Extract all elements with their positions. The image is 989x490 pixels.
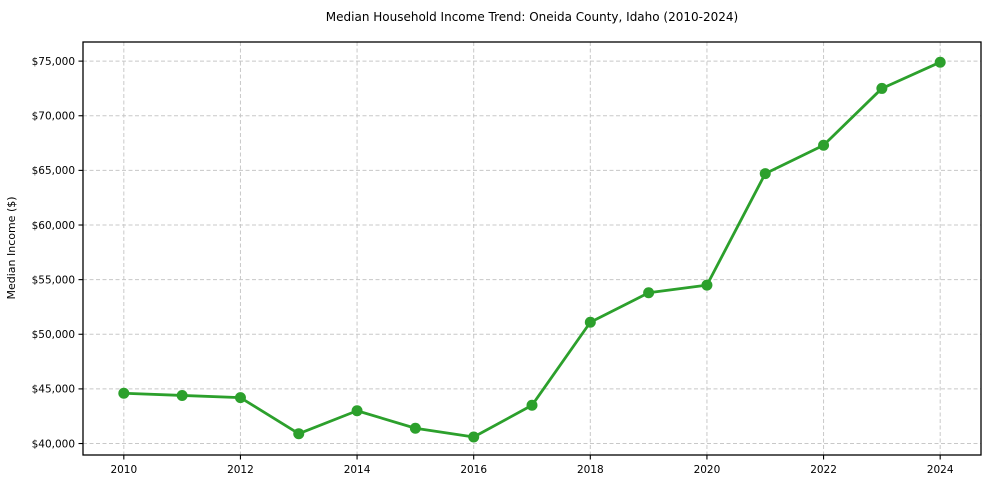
x-tick-label: 2012 bbox=[227, 464, 254, 476]
axes-layer: 2010 2012 2014 2016 2018 2020 2022 2024 $40,000 $… bbox=[32, 41, 982, 476]
y-tick-label: $55,000 bbox=[32, 274, 75, 286]
data-point bbox=[234, 392, 246, 404]
data-point bbox=[701, 279, 713, 291]
x-tick-label: 2022 bbox=[810, 464, 837, 476]
x-tick-label: 2010 bbox=[110, 464, 137, 476]
data-point bbox=[351, 405, 363, 417]
y-tick-label: $65,000 bbox=[32, 165, 75, 177]
data-point bbox=[876, 82, 888, 94]
y-axis-label: Median Income ($) bbox=[5, 196, 18, 299]
data-point bbox=[293, 428, 305, 440]
grid-layer bbox=[83, 42, 981, 455]
data-point bbox=[584, 316, 596, 328]
data-point bbox=[468, 431, 480, 443]
y-tick-label: $60,000 bbox=[32, 220, 75, 232]
y-tick-label: $70,000 bbox=[32, 111, 75, 123]
x-tick-label: 2024 bbox=[927, 464, 954, 476]
x-tick-label: 2020 bbox=[694, 464, 721, 476]
trend-line bbox=[122, 60, 942, 439]
data-point bbox=[643, 287, 655, 299]
x-tick-label: 2018 bbox=[577, 464, 604, 476]
chart-title: Median Household Income Trend: Oneida Co… bbox=[326, 10, 738, 24]
data-point bbox=[526, 399, 538, 411]
series-layer bbox=[118, 56, 946, 443]
data-point bbox=[759, 168, 771, 180]
plot-border bbox=[82, 41, 982, 456]
x-tick-label: 2014 bbox=[344, 464, 371, 476]
x-tick-label: 2016 bbox=[460, 464, 487, 476]
data-point bbox=[176, 389, 188, 401]
data-point bbox=[409, 422, 421, 434]
data-point bbox=[118, 387, 130, 399]
y-tick-label: $75,000 bbox=[32, 56, 75, 68]
data-point bbox=[934, 56, 946, 68]
y-tick-label: $40,000 bbox=[32, 438, 75, 450]
y-tick-label: $45,000 bbox=[32, 384, 75, 396]
y-tick-label: $50,000 bbox=[32, 329, 75, 341]
data-point bbox=[818, 139, 830, 151]
